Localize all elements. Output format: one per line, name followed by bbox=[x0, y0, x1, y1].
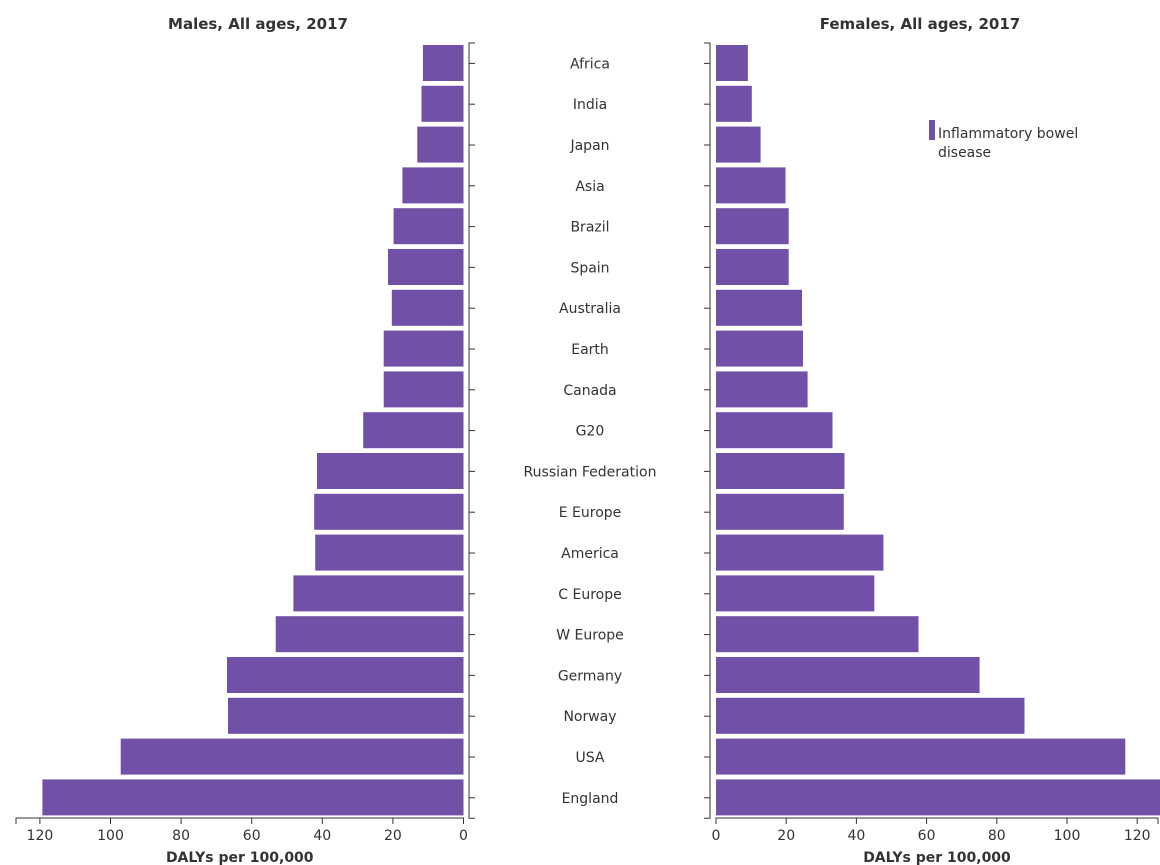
males-bar-japan bbox=[417, 126, 464, 163]
females-bar-russian-federation bbox=[716, 453, 845, 489]
females-bar-norway bbox=[716, 697, 1025, 734]
males-value-axis bbox=[15, 817, 464, 824]
females-bar-e-europe bbox=[716, 493, 844, 530]
females-tick-label: 0 bbox=[712, 828, 721, 844]
category-label-asia: Asia bbox=[575, 179, 604, 195]
females-bar-asia bbox=[716, 167, 786, 204]
males-bar-spain bbox=[388, 249, 464, 285]
males-tick-label: 60 bbox=[243, 828, 261, 844]
category-label-russian-federation: Russian Federation bbox=[524, 464, 657, 480]
category-label-usa: USA bbox=[576, 750, 605, 766]
males-bar-australia bbox=[391, 289, 464, 326]
females-bar-japan bbox=[716, 126, 761, 163]
males-bar-russian-federation bbox=[317, 453, 464, 489]
legend-label-continued: disease bbox=[938, 145, 991, 161]
category-label-africa: Africa bbox=[570, 56, 610, 72]
males-bar-canada bbox=[383, 371, 464, 408]
females-bar-g20 bbox=[716, 412, 833, 449]
males-bar-africa bbox=[422, 45, 464, 81]
category-label-japan: Japan bbox=[569, 138, 609, 154]
males-bar-e-europe bbox=[314, 493, 464, 530]
males-bar-earth bbox=[383, 330, 464, 367]
females-bar-india bbox=[716, 85, 752, 122]
legend-swatch bbox=[929, 120, 935, 140]
females-tick-label: 20 bbox=[777, 828, 795, 844]
females-panel-title: Females, All ages, 2017 bbox=[820, 15, 1020, 33]
category-label-england: England bbox=[562, 791, 619, 807]
females-bar-earth bbox=[716, 330, 803, 367]
category-label-brazil: Brazil bbox=[570, 220, 609, 236]
females-tick-label: 100 bbox=[1054, 828, 1081, 844]
males-tick-label: 80 bbox=[172, 828, 190, 844]
females-bar-africa bbox=[716, 45, 748, 81]
females-bar-england bbox=[716, 779, 1160, 816]
females-bar-spain bbox=[716, 249, 789, 285]
males-panel-title: Males, All ages, 2017 bbox=[168, 15, 348, 33]
males-bar-germany bbox=[227, 657, 464, 693]
females-bar-brazil bbox=[716, 208, 789, 245]
males-tick-label: 120 bbox=[27, 828, 54, 844]
females-bar-australia bbox=[716, 289, 802, 326]
males-bar-asia bbox=[402, 167, 464, 204]
category-label-australia: Australia bbox=[559, 301, 621, 317]
males-bar-america bbox=[315, 534, 464, 571]
males-tick-label: 0 bbox=[459, 828, 468, 844]
category-label-america: America bbox=[561, 546, 619, 562]
males-bar-brazil bbox=[393, 208, 464, 245]
males-bar-india bbox=[421, 85, 464, 122]
category-label-canada: Canada bbox=[563, 383, 616, 399]
females-tick-label: 120 bbox=[1124, 828, 1151, 844]
category-label-spain: Spain bbox=[570, 260, 609, 276]
category-label-germany: Germany bbox=[558, 668, 622, 684]
category-label-g20: G20 bbox=[576, 424, 605, 440]
males-bar-w-europe bbox=[275, 616, 464, 653]
females-bar-usa bbox=[716, 738, 1126, 775]
males-bar-norway bbox=[228, 697, 464, 734]
females-tick-label: 40 bbox=[847, 828, 865, 844]
males-x-axis-label: DALYs per 100,000 bbox=[166, 850, 314, 865]
females-bar-germany bbox=[716, 657, 980, 693]
females-value-axis bbox=[715, 817, 1159, 824]
males-tick-label: 100 bbox=[97, 828, 124, 844]
category-label-earth: Earth bbox=[571, 342, 609, 358]
females-bar-c-europe bbox=[716, 575, 875, 612]
males-bar-england bbox=[42, 779, 464, 816]
category-label-e-europe: E Europe bbox=[559, 505, 622, 521]
category-label-w-europe: W Europe bbox=[556, 628, 624, 644]
legend-label: Inflammatory bowel bbox=[938, 126, 1078, 142]
males-bar-c-europe bbox=[293, 575, 464, 612]
category-label-india: India bbox=[573, 97, 607, 113]
females-tick-label: 80 bbox=[988, 828, 1006, 844]
category-label-norway: Norway bbox=[563, 709, 616, 725]
females-bar-w-europe bbox=[716, 616, 919, 653]
females-tick-label: 60 bbox=[918, 828, 936, 844]
females-bar-america bbox=[716, 534, 884, 571]
females-x-axis-label: DALYs per 100,000 bbox=[863, 850, 1011, 865]
males-tick-label: 20 bbox=[384, 828, 402, 844]
category-label-c-europe: C Europe bbox=[558, 587, 621, 603]
males-bar-usa bbox=[120, 738, 464, 775]
males-bar-g20 bbox=[363, 412, 464, 449]
males-tick-label: 40 bbox=[313, 828, 331, 844]
females-bar-canada bbox=[716, 371, 808, 408]
